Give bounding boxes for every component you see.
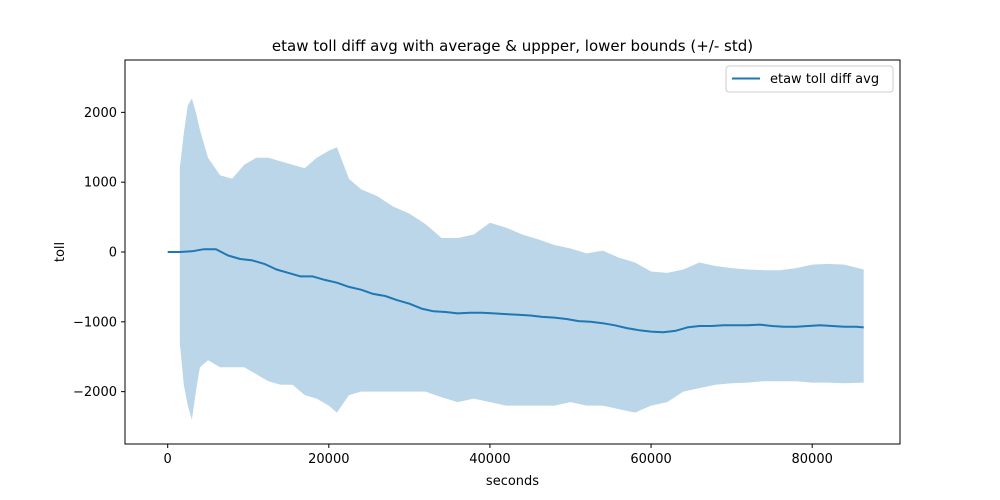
series-line-etaw-toll-diff-avg [167,248,864,334]
y-tick-label: 1000 [84,176,117,191]
x-axis-label: seconds [486,474,539,489]
x-tick-label: 20000 [308,452,349,467]
x-tick-label: 60000 [630,452,671,467]
x-tick-label: 40000 [469,452,510,467]
y-tick-label: 0 [109,246,117,261]
chart-title: etaw toll diff avg with average & uppper… [272,37,753,55]
y-tick-label: −1000 [73,315,117,330]
x-axis: 0 20000 40000 60000 80000 [164,444,833,467]
x-tick-label: 0 [164,452,172,467]
y-axis: −2000 −1000 0 1000 2000 [73,106,125,400]
x-tick-label: 80000 [792,452,833,467]
y-tick-label: −2000 [73,385,117,400]
legend-label: etaw toll diff avg [770,72,879,87]
y-axis-label: toll [53,242,68,262]
std-band-area [179,98,864,420]
y-tick-label: 2000 [84,106,117,121]
legend: etaw toll diff avg [725,65,894,93]
plot-area [124,59,901,445]
legend-box [725,65,894,93]
